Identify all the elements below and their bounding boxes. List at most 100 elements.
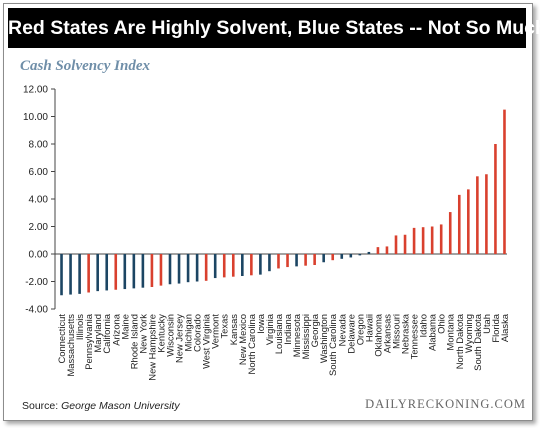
bar (313, 254, 316, 265)
bar (132, 254, 136, 289)
bar (195, 254, 199, 282)
bar (421, 227, 425, 254)
category-label: Connecticut (56, 314, 67, 364)
bar (457, 194, 461, 254)
chart-title: Red States Are Highly Solvent, Blue Stat… (8, 8, 540, 48)
bar (340, 254, 344, 259)
category-label: Kentucky (155, 314, 166, 353)
bar (304, 254, 307, 266)
bar (159, 254, 163, 286)
bar (322, 254, 325, 263)
y-tick-label: 4.00 (29, 195, 49, 206)
bar (78, 254, 81, 294)
bar (141, 254, 145, 288)
category-label: Arkansas (381, 314, 392, 353)
category-label: Virginia (264, 313, 275, 345)
bar (268, 254, 271, 272)
category-label: California (101, 313, 112, 353)
category-label: Illinois (74, 314, 85, 340)
category-label: Nevada (336, 313, 347, 346)
bar (394, 235, 398, 254)
brand-logo: DAILYRECKONING.COM (365, 397, 526, 411)
bar (96, 254, 99, 292)
category-label: New York (137, 314, 148, 354)
source-name: George Mason University (61, 400, 180, 412)
bar (430, 226, 434, 254)
bar (503, 109, 506, 254)
chart-frame (3, 3, 533, 421)
category-label: Georgia (309, 313, 320, 347)
category-label: North Dakota (454, 313, 465, 369)
category-label: West Virginia (201, 313, 212, 369)
bar (367, 251, 371, 254)
category-label: New Mexico (237, 314, 248, 365)
bar (403, 234, 407, 254)
bar (222, 254, 226, 278)
bar (231, 254, 235, 277)
bar (331, 254, 335, 261)
bar (448, 212, 452, 254)
y-tick-label: 2.00 (29, 222, 49, 233)
category-label: Montana (445, 313, 456, 350)
bar (376, 247, 380, 254)
y-tick-label: 6.00 (29, 167, 49, 178)
category-label: Texas (219, 314, 230, 339)
y-tick-label: -2.00 (25, 277, 48, 288)
bar (467, 189, 470, 254)
category-label: Mississippi (300, 314, 311, 359)
category-label: Nebraska (400, 313, 411, 354)
bar (241, 254, 244, 276)
bar (277, 254, 280, 269)
y-tick-label: 8.00 (29, 140, 49, 151)
category-label: New Hampshire (146, 314, 157, 381)
y-tick-label: 0.00 (29, 250, 49, 261)
category-label: Idaho (418, 314, 429, 337)
bar (358, 254, 362, 256)
category-label: Wyoming (463, 314, 474, 353)
category-label: Utah (481, 314, 492, 334)
y-tick-label: -4.00 (25, 305, 48, 316)
category-label: Alabama (427, 313, 438, 351)
category-label: Alaska (499, 313, 510, 342)
bar (114, 254, 118, 290)
category-label: Oregon (354, 314, 365, 345)
category-label: Washington (318, 314, 329, 363)
category-label: Florida (490, 313, 501, 342)
source-prefix: Source: (22, 400, 62, 412)
category-label: Maine (119, 314, 130, 340)
category-label: South Carolina (327, 313, 338, 376)
bar (69, 254, 72, 295)
category-label: Ohio (436, 314, 447, 334)
bar (168, 254, 172, 285)
bar (349, 254, 353, 258)
bar (177, 254, 181, 284)
bar (213, 254, 217, 279)
category-label: Hawaii (363, 314, 374, 342)
bar (295, 254, 298, 267)
category-label: Pennsylvania (83, 313, 94, 370)
bar (186, 254, 190, 283)
category-label: Vermont (210, 314, 221, 349)
bar (250, 254, 253, 276)
category-label: South Dakota (472, 313, 483, 371)
bar (60, 254, 63, 296)
category-label: North Carolina (246, 313, 257, 374)
bar (105, 254, 109, 291)
source-note: Source: George Mason University (22, 400, 180, 412)
category-label: Wisconsin (165, 314, 176, 357)
category-label: Kansas (228, 314, 239, 346)
category-label: Michigan (183, 314, 194, 352)
category-label: Indiana (282, 313, 293, 345)
y-tick-label: 12.00 (23, 85, 48, 96)
category-label: Louisiana (273, 313, 284, 354)
bar (485, 174, 488, 254)
category-label: Minnesota (291, 313, 302, 357)
category-label: Delaware (345, 314, 356, 354)
category-label: Tennessee (409, 314, 420, 359)
category-label: Rhode Island (128, 314, 139, 369)
bar (494, 144, 497, 254)
bar (150, 254, 154, 287)
bar (259, 254, 262, 275)
bar (476, 176, 479, 254)
chart-subtitle: Cash Solvency Index (20, 58, 151, 74)
